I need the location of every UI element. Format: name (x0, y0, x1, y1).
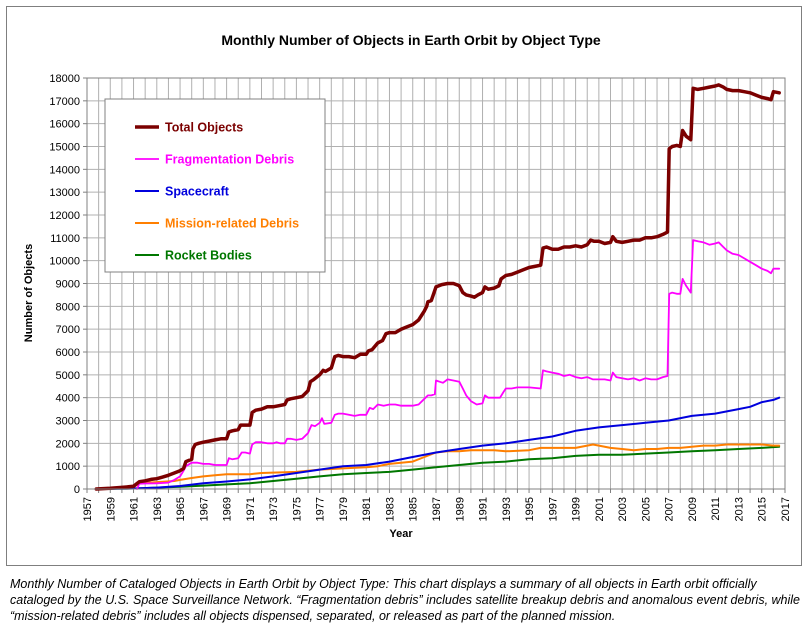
chart-frame: Monthly Number of Objects in Earth Orbit… (6, 6, 802, 566)
y-tick-label: 13000 (49, 187, 80, 199)
y-tick-label: 1000 (56, 461, 80, 473)
y-tick-label: 10000 (49, 256, 80, 268)
chart-caption: Monthly Number of Cataloged Objects in E… (10, 577, 801, 623)
y-tick-label: 16000 (49, 119, 80, 131)
x-tick-label: 1975 (291, 497, 303, 521)
x-tick-label: 2003 (617, 497, 629, 521)
y-tick-label: 18000 (49, 73, 80, 85)
legend-label: Mission-related Debris (165, 217, 299, 231)
x-tick-label: 2013 (733, 497, 745, 521)
series-line-fragmentation-debris (136, 239, 781, 490)
y-tick-label: 11000 (50, 233, 80, 245)
y-tick-label: 8000 (56, 301, 80, 313)
y-tick-label: 2000 (56, 438, 80, 450)
x-tick-label: 1995 (524, 497, 536, 521)
x-tick-label: 2005 (640, 497, 652, 521)
y-axis-title: Number of Objects (23, 244, 35, 342)
x-tick-label: 1967 (198, 497, 210, 521)
y-tick-label: 6000 (56, 347, 80, 359)
x-tick-label: 1977 (315, 497, 327, 521)
series-line-spacecraft (95, 396, 781, 490)
y-axis-ticks: 0 1000 2000 3000 4000 5000 6000 7000 8000 9000 100… (49, 73, 87, 496)
x-tick-label: 1965 (175, 497, 187, 521)
x-tick-label: 1989 (454, 497, 466, 521)
legend-label: Rocket Bodies (165, 249, 252, 263)
x-tick-label: 2009 (687, 497, 699, 521)
x-tick-label: 1969 (222, 497, 234, 521)
x-tick-label: 1999 (571, 497, 583, 521)
y-tick-label: 5000 (56, 370, 80, 382)
chart-title: Monthly Number of Objects in Earth Orbit… (221, 32, 601, 48)
y-tick-label: 7000 (56, 324, 80, 336)
x-tick-label: 1987 (431, 497, 443, 521)
x-tick-label: 2011 (710, 497, 722, 521)
x-tick-label: 2015 (757, 497, 769, 521)
x-axis-ticks: 1957 1959 1961 1963 1965 1967 1969 1971 1973 1975… (82, 489, 792, 521)
y-tick-label: 9000 (56, 279, 80, 291)
y-tick-label: 15000 (49, 142, 80, 154)
x-tick-label: 1997 (547, 497, 559, 521)
legend-label: Fragmentation Debris (165, 153, 294, 167)
x-tick-label: 1979 (338, 497, 350, 521)
plot-border (86, 77, 786, 490)
x-tick-label: 1981 (361, 497, 373, 521)
y-tick-label: 12000 (49, 210, 80, 222)
x-tick-label: 1993 (501, 497, 513, 521)
x-tick-label: 1973 (268, 497, 280, 521)
series-line-rocket-bodies (95, 445, 781, 490)
x-tick-label: 1963 (152, 497, 164, 521)
y-tick-label: 4000 (56, 393, 80, 405)
x-tick-label: 2007 (664, 497, 676, 521)
x-tick-label: 2001 (594, 497, 606, 521)
x-tick-label: 1983 (384, 497, 396, 521)
x-tick-label: 1971 (245, 497, 257, 521)
x-tick-label: 2017 (780, 497, 792, 521)
series-layer (94, 83, 781, 491)
legend-label: Spacecraft (165, 185, 230, 199)
y-tick-label: 3000 (56, 416, 80, 428)
series-line-total-objects (94, 83, 781, 491)
series-line-mission-related-debris (95, 443, 781, 490)
x-tick-label: 1957 (82, 497, 94, 521)
x-tick-label: 1959 (105, 497, 117, 521)
y-tick-label: 17000 (49, 96, 80, 108)
chart-svg: Monthly Number of Objects in Earth Orbit… (23, 32, 792, 540)
x-tick-label: 1991 (478, 497, 490, 521)
x-tick-label: 1985 (408, 497, 420, 521)
legend-label: Total Objects (165, 121, 243, 135)
x-axis-title: Year (389, 528, 413, 540)
y-tick-label: 0 (74, 484, 80, 496)
x-tick-label: 1961 (129, 497, 141, 521)
legend: Total Objects Fragmentation Debris Spacecr… (104, 98, 326, 273)
y-tick-label: 14000 (49, 164, 80, 176)
